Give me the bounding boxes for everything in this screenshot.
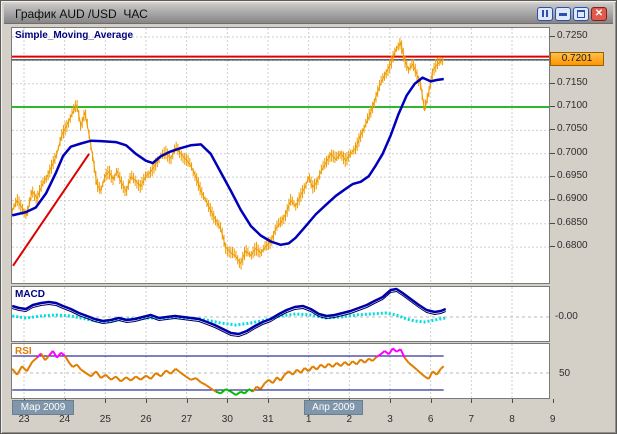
indicator-label-rsi: RSI <box>15 346 32 357</box>
current-price-tag: 0.7201 <box>550 52 604 66</box>
price-axis-tick <box>550 152 555 154</box>
date-axis-tick <box>105 399 107 403</box>
title-bar[interactable]: График AUD /USD ЧАС ✕ <box>4 4 613 24</box>
date-axis-label: 2 <box>346 414 353 425</box>
close-icon: ✕ <box>594 8 604 19</box>
date-axis-label: 3 <box>387 414 393 425</box>
date-axis-label: 23 <box>18 414 30 425</box>
price-axis-tick <box>550 129 555 131</box>
date-axis-label: 30 <box>221 414 233 425</box>
price-axis-label: 0.7050 <box>557 123 588 135</box>
date-axis-label: 26 <box>140 414 152 425</box>
pause-icon <box>542 10 548 17</box>
chart-area: Simple_Moving_Average MACD RSI 0.7201 -0… <box>1 24 616 433</box>
date-axis-tick <box>227 399 229 403</box>
date-axis-tick <box>471 399 473 403</box>
month-label-mar: Мар 2009 <box>12 400 74 415</box>
date-axis-tick <box>511 399 513 403</box>
close-button[interactable]: ✕ <box>591 7 607 21</box>
price-axis-label: 0.6900 <box>557 193 588 205</box>
date-axis-label: 1 <box>305 414 312 425</box>
price-axis-label: 0.7250 <box>557 30 588 41</box>
date-axis-label: 8 <box>509 414 515 425</box>
month-label-apr: Апр 2009 <box>304 400 363 415</box>
pause-button[interactable] <box>537 7 553 21</box>
date-axis-label: 27 <box>181 414 193 425</box>
macd-chart-canvas[interactable] <box>11 286 550 342</box>
date-axis-label: 25 <box>99 414 111 425</box>
rsi-chart-canvas[interactable] <box>11 343 550 399</box>
indicator-label-macd: MACD <box>15 289 45 300</box>
date-axis-tick <box>552 399 554 403</box>
minimize-button[interactable] <box>555 7 571 21</box>
window-title: График AUD /USD ЧАС <box>15 7 148 21</box>
price-axis-tick <box>550 82 555 84</box>
date-axis-tick <box>430 399 432 403</box>
price-axis-tick <box>550 222 555 224</box>
restore-button[interactable] <box>573 7 589 21</box>
date-axis-tick <box>389 399 391 403</box>
date-axis-label: 7 <box>468 414 475 425</box>
date-axis-tick <box>145 399 147 403</box>
price-axis-label: 0.6850 <box>557 216 588 228</box>
price-axis-tick <box>550 36 555 37</box>
date-axis-label: 6 <box>427 414 434 425</box>
date-axis-label: 9 <box>549 414 556 425</box>
indicator-label-sma: Simple_Moving_Average <box>15 30 134 41</box>
date-axis-tick <box>267 399 269 403</box>
date-axis-tick <box>186 399 188 403</box>
date-axis-label: 31 <box>262 414 274 425</box>
price-axis-tick <box>550 246 555 248</box>
price-axis-label: 0.6800 <box>557 240 588 252</box>
price-axis-label: 0.7100 <box>557 100 588 112</box>
price-axis-label: 0.7150 <box>557 76 588 88</box>
price-axis-label: 0.7000 <box>557 146 588 158</box>
price-axis-tick <box>550 106 555 108</box>
price-axis-tick <box>550 199 555 201</box>
rsi-level-label: 50 <box>559 368 571 379</box>
minimize-icon <box>559 13 567 16</box>
price-axis-tick <box>550 176 555 178</box>
date-axis-label: 24 <box>59 414 71 425</box>
main-price-chart-canvas[interactable] <box>11 27 550 284</box>
restore-icon <box>577 10 585 18</box>
price-axis-label: 0.6950 <box>557 170 588 182</box>
macd-zero-label: -0.00 <box>555 311 578 322</box>
